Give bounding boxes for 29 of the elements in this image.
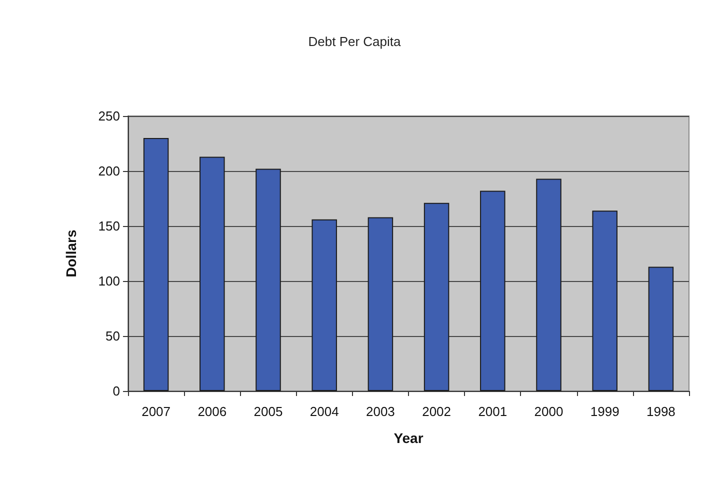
bar	[200, 156, 225, 391]
y-tick-label: 250	[98, 108, 120, 124]
x-tick-label: 1998	[646, 404, 676, 419]
x-axis-title: Year	[394, 430, 424, 446]
chart-title: Debt Per Capita	[308, 34, 402, 49]
bar	[592, 210, 618, 391]
bar	[424, 202, 450, 391]
x-tick-label: 2002	[422, 404, 452, 419]
y-tick-label: 100	[98, 274, 120, 288]
y-tick-label: 50	[106, 328, 120, 344]
y-tick-label: 200	[98, 164, 120, 178]
x-tick-label: 2004	[310, 404, 339, 419]
bar	[368, 217, 394, 391]
bar	[143, 138, 169, 391]
y-tick-label: 0	[112, 384, 120, 398]
bar	[256, 168, 281, 391]
y-axis-title: Dollars	[63, 230, 79, 278]
bar	[536, 178, 562, 391]
bar	[480, 190, 506, 391]
x-tick-label: 2000	[534, 404, 564, 419]
x-tick-label: 2005	[254, 404, 283, 419]
y-tick-label: 150	[98, 218, 120, 234]
x-tick-label: 2001	[478, 404, 508, 419]
x-tick-label: 2006	[198, 404, 227, 419]
x-tick-label: 1999	[590, 404, 620, 419]
x-tick-label: 2003	[366, 404, 395, 419]
bar	[648, 266, 674, 391]
bar	[312, 219, 337, 391]
x-tick-label: 2007	[142, 404, 171, 419]
